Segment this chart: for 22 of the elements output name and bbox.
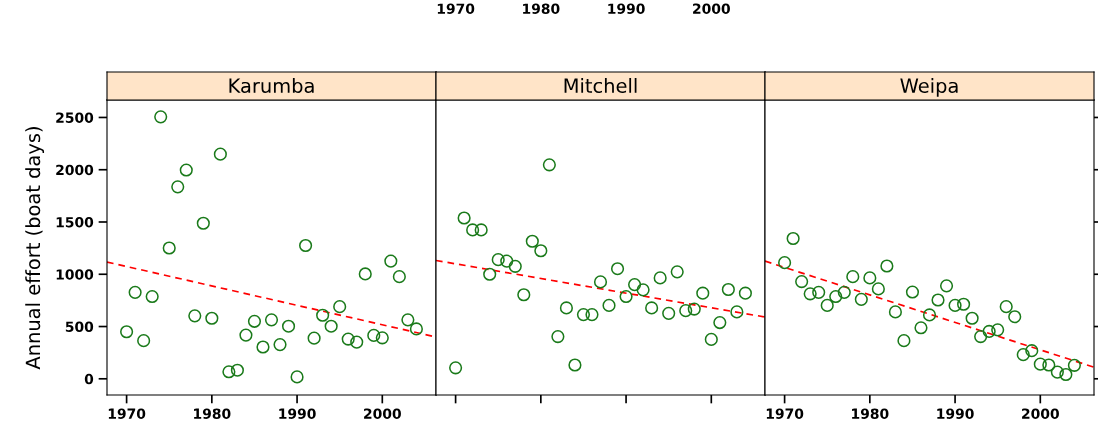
y-tick-label: 500 [65, 321, 94, 332]
y-tick-label: 1500 [56, 216, 94, 228]
x-tick-label: 1970 [766, 408, 804, 419]
x-tick-label: 1980 [194, 408, 231, 419]
x-tick-label: 1980 [852, 408, 889, 419]
x-tick-label: 1980 [523, 3, 560, 14]
x-tick-label: 1990 [608, 3, 645, 14]
y-tick-label: 1000 [56, 269, 94, 280]
y-tick-label: 2000 [56, 164, 94, 176]
y-tick-label: 2500 [56, 112, 94, 123]
chart-title: Karumba [229, 77, 314, 94]
y-axis-title: Annual effort (boat days) [25, 127, 45, 370]
x-tick-label: 1990 [279, 408, 316, 419]
chart-title: Mitchell [564, 77, 637, 94]
x-tick-label: 2000 [693, 3, 730, 14]
x-tick-label: 2000 [1022, 408, 1059, 419]
x-tick-label: 1970 [108, 408, 146, 419]
x-tick-label: 2000 [364, 408, 401, 419]
chart-title: Weipa [900, 77, 958, 97]
y-tick-label: 0 [84, 373, 94, 385]
x-tick-label: 1990 [937, 408, 974, 419]
x-tick-label: 1970 [437, 3, 475, 14]
